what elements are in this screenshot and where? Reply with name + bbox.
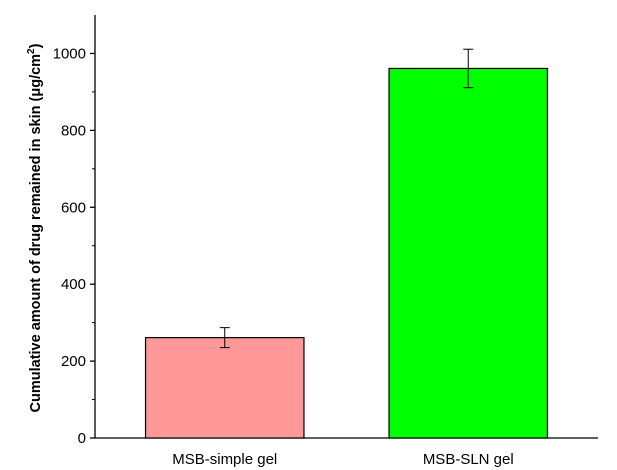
y-tick-label: 200: [61, 353, 86, 370]
bars: [144, 67, 549, 439]
y-tick-label: 400: [61, 276, 86, 293]
x-tick-label-1: MSB-simple gel: [172, 451, 277, 468]
y-ticks: 0 200 400 600 800 1000: [53, 45, 95, 447]
bar-2: [388, 67, 549, 439]
bar-1: [144, 337, 305, 439]
y-axis-label-superscript: 2: [26, 48, 37, 54]
y-tick-label: 0: [78, 430, 86, 447]
y-axis-label-main: Cumulative amount of drug remained in sk…: [28, 54, 44, 413]
y-tick-label: 600: [61, 199, 86, 216]
y-axis-label-close: ): [28, 43, 44, 48]
x-tick-label-2: MSB-SLN gel: [423, 451, 514, 468]
y-tick-label: 800: [61, 122, 86, 139]
y-tick-label: 1000: [53, 45, 86, 62]
x-tick-labels: MSB-simple gel MSB-SLN gel: [172, 451, 513, 468]
error-bars: [219, 48, 474, 349]
y-axis-label: Cumulative amount of drug remained in sk…: [26, 43, 44, 412]
